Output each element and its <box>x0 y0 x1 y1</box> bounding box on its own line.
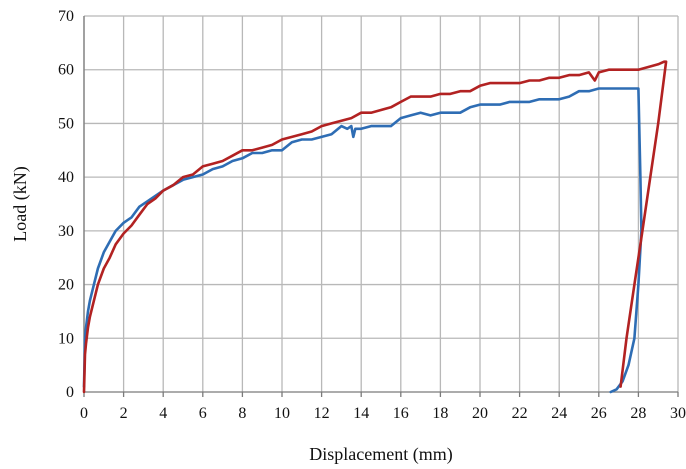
y-tick-label: 50 <box>58 115 74 132</box>
x-tick-label: 22 <box>512 405 528 422</box>
tick-labels: 0 2 4 6 8 10 12 14 16 18 20 22 24 26 28 300102030405060… <box>58 8 686 422</box>
x-tick-label: 26 <box>591 405 607 422</box>
y-tick-label: 20 <box>58 277 74 294</box>
x-tick-label: 4 <box>159 405 167 422</box>
x-tick-label: 28 <box>630 405 646 422</box>
x-tick-label: 16 <box>393 405 409 422</box>
series-line-2 <box>82 60 668 394</box>
x-tick-label: 18 <box>432 405 448 422</box>
x-tick-label: 20 <box>472 405 488 422</box>
x-tick-label: 24 <box>551 405 567 422</box>
gridlines <box>83 15 679 392</box>
series-lines <box>82 60 668 394</box>
y-tick-label: 0 <box>66 384 74 401</box>
series-line-1 <box>82 87 643 394</box>
y-tick-label: 40 <box>58 169 74 186</box>
x-tick-label: 8 <box>238 405 246 422</box>
x-tick-label: 14 <box>353 405 369 422</box>
y-tick-label: 70 <box>58 8 74 25</box>
y-tick-label: 30 <box>58 223 74 240</box>
x-tick-label: 2 <box>120 405 128 422</box>
y-tick-label: 10 <box>58 330 74 347</box>
x-tick-label: 10 <box>274 405 290 422</box>
x-tick-label: 0 <box>80 405 88 422</box>
y-axis-label: Load (kN) <box>10 166 31 241</box>
x-tick-label: 12 <box>314 405 330 422</box>
x-tick-label: 6 <box>199 405 207 422</box>
y-tick-label: 60 <box>58 62 74 79</box>
axes <box>83 16 679 397</box>
x-axis-label: Displacement (mm) <box>309 444 452 465</box>
x-tick-label: 30 <box>670 405 686 422</box>
